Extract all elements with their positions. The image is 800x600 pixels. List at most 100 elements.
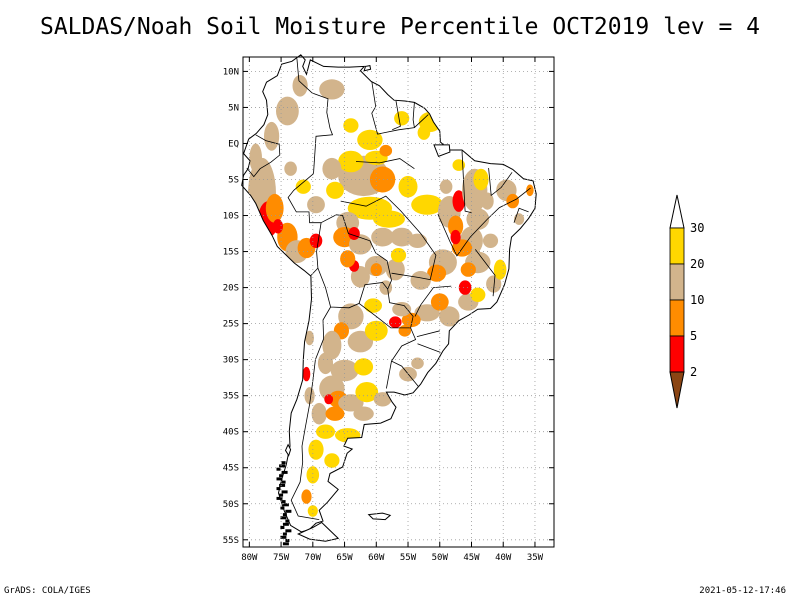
percentile-patch [411,194,443,215]
percentile-patch [389,316,402,329]
colorbar-label: 20 [690,257,704,271]
percentile-patch [410,271,431,290]
archipelago-fragment [282,503,289,507]
percentile-patch [324,394,334,405]
colorbar-segment [669,299,685,337]
percentile-patch [379,144,393,157]
archipelago-fragment [281,500,286,504]
colorbar-legend: 2 5 10 20 30 [669,194,704,409]
percentile-patch [284,161,297,176]
colorbar-segment [669,335,685,373]
island-coastline [363,65,372,72]
y-tick-label: 25S [223,320,239,330]
percentile-patch [302,366,311,382]
island-coastline [296,521,340,542]
archipelago-fragment [279,474,284,478]
latitude-axis: 10N 5N EQ 5S 10S 15S 20S 25S 30S 35S 40S 45S 50S 55S [223,67,554,546]
percentile-patch [307,505,318,517]
percentile-patch [458,280,472,295]
longitude-axis: 80W 75W 70W 65W 60W 55W 50W 45W 40W 35W [241,57,544,563]
archipelago-fragment [279,493,284,497]
x-tick-label: 80W [241,553,258,563]
archipelago-fragment [279,464,286,468]
percentile-patch [371,227,394,247]
island-coastline [367,512,392,521]
percentile-patch [526,184,534,197]
x-tick-label: 45W [463,553,480,563]
percentile-patch [460,262,476,277]
percentile-patch [264,121,280,151]
percentile-patch [482,233,499,248]
percentile-patch [466,208,490,230]
percentile-patch [493,259,507,280]
y-tick-label: 30S [223,356,239,366]
percentile-patch [324,453,340,468]
percentile-patch [452,190,466,212]
percentile-patch [309,233,323,248]
percentile-patch [340,250,356,268]
y-tick-label: 10N [223,67,239,77]
colorbar-bottom-arrow [669,371,685,409]
archipelago-fragment [285,529,292,533]
y-tick-label: 45S [223,464,239,474]
archipelago-fragment [281,470,288,474]
percentile-patch [394,111,410,126]
percentile-patch [470,287,486,302]
percentile-patch [481,192,494,210]
percentile-patch [325,406,345,421]
percentile-patch [322,330,342,360]
percentile-patch [364,298,382,313]
archipelago-fragment [281,461,286,465]
lat-lon-grid [243,57,554,547]
archipelago-fragment [276,477,283,481]
percentile-patch [301,489,312,504]
x-tick-label: 75W [273,553,290,563]
percentile-patch [392,302,412,317]
archipelago-fragment [276,496,283,500]
percentile-patch [354,358,374,376]
archipelago-fragment [281,480,286,484]
percentile-patch [427,264,447,282]
grads-credit: GrADS: COLA/IGES [4,586,91,596]
y-tick-label: 20S [223,284,239,294]
x-tick-label: 70W [305,553,322,563]
percentile-patch [473,168,489,191]
archipelago-fragment [276,487,281,491]
percentile-patch [408,233,427,248]
percentile-patch [373,392,392,407]
percentile-patch [414,304,440,322]
percentile-patch [390,227,414,247]
percentile-patch [343,118,359,133]
percentile-patch [355,382,379,403]
colorbar-label: 5 [690,329,697,343]
percentile-patch [439,179,453,194]
percentile-patch [486,275,502,293]
y-tick-label: 35S [223,392,239,402]
colorbar-label: 30 [690,221,704,235]
percentile-patch [364,320,388,341]
percentile-patch [417,125,431,140]
island-coastline [433,144,451,158]
colorbar-label: 2 [690,365,697,379]
archipelago-fragment [282,532,287,536]
archipelago-fragment [285,539,290,542]
percentile-patch [265,193,284,223]
percentile-patch [338,394,364,412]
archipelago-fragment [280,535,287,539]
percentile-patch [452,159,466,171]
percentile-patch [390,248,407,263]
colorbar-segment [669,263,685,301]
percentile-patch [385,258,405,281]
percentile-patch [305,330,314,346]
percentile-patch [330,359,359,382]
percentile-patch [306,466,320,484]
percentile-patch [373,210,405,228]
y-tick-label: 40S [223,428,239,438]
y-tick-label: 10S [223,212,239,222]
x-tick-label: 40W [495,553,512,563]
map-title: SALDAS/Noah Soil Moisture Percentile OCT… [39,14,761,40]
percentile-patch [357,129,383,150]
percentile-patch [398,175,418,198]
x-tick-label: 50W [432,553,449,563]
archipelago-fragment [279,483,286,487]
